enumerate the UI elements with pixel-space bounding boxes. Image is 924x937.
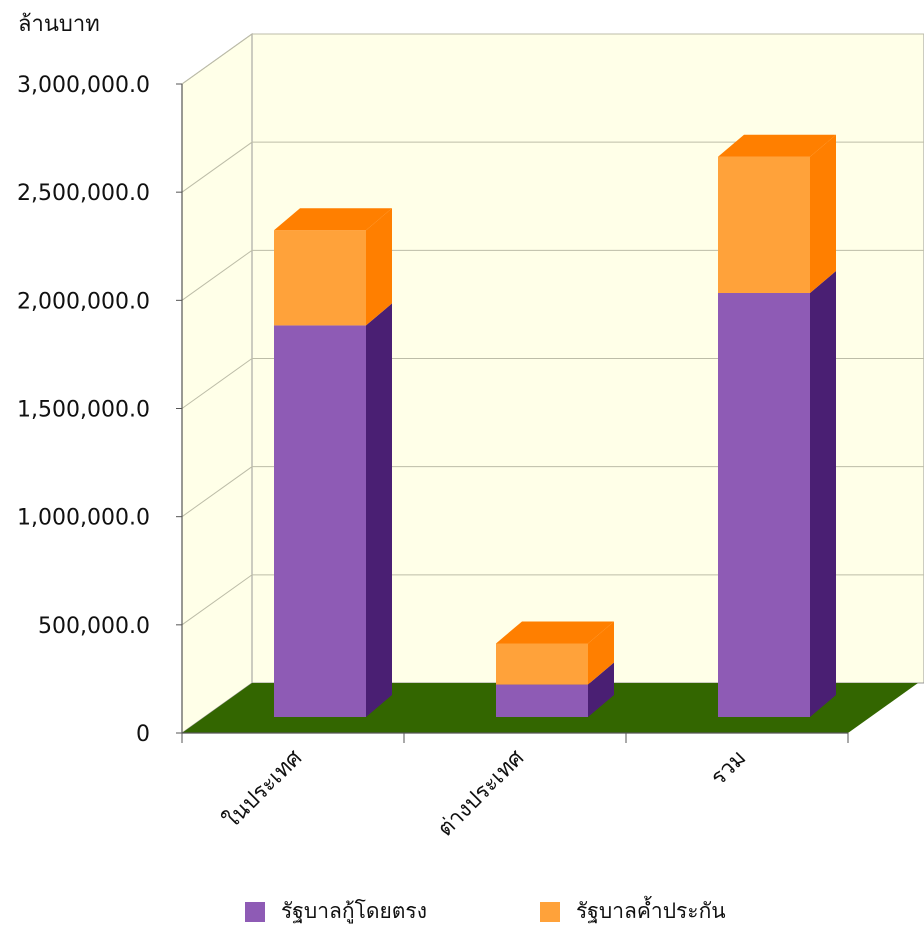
legend-item-direct: รัฐบาลกู้โดยตรง: [245, 895, 427, 928]
gridlines: [181, 33, 924, 626]
bar-segment: [718, 134, 836, 293]
bar-side: [366, 303, 392, 717]
y-tick-label: 2,500,000.0: [17, 181, 150, 206]
bar-side: [588, 621, 614, 685]
y-tick-label: 500,000.0: [38, 614, 150, 639]
bar-segment: [274, 303, 392, 717]
legend-label-guaranteed: รัฐบาลค้ำประกัน: [576, 899, 726, 923]
bar-side: [810, 134, 836, 293]
bar-front: [274, 325, 366, 717]
bar-side: [588, 662, 614, 717]
bar-top: [718, 134, 836, 157]
gridline: [181, 574, 924, 626]
x-tick-labels: ในประเทศ ต่างประเทศ รวม: [219, 745, 752, 842]
bar-front: [718, 156, 810, 293]
y-tick-label: 1,000,000.0: [17, 506, 150, 531]
y-tick-label: 0: [136, 722, 150, 747]
gridline: [181, 141, 924, 193]
bar-side: [810, 270, 836, 717]
bar-top: [274, 208, 392, 231]
legend-item-guaranteed: รัฐบาลค้ำประกัน: [540, 895, 726, 928]
y-tick-label: 3,000,000.0: [17, 73, 150, 98]
y-tick-labels: 0 500,000.0 1,000,000.0 1,500,000.0 2,000,00…: [17, 73, 182, 747]
legend-swatch-direct: [245, 901, 265, 922]
bar-segment: [274, 208, 392, 326]
bar-side: [366, 208, 392, 326]
bar-front: [496, 684, 588, 717]
bar-segment: [496, 662, 614, 717]
bar-segment: [496, 621, 614, 685]
x-tick-label: ในประเทศ: [219, 745, 308, 834]
bar-segment: [718, 270, 836, 717]
x-tick-label: ต่างประเทศ: [433, 746, 529, 842]
x-tick-label: รวม: [706, 746, 751, 791]
unit-label: ล้านบาท: [18, 12, 100, 37]
gridline: [181, 33, 924, 85]
legend: รัฐบาลกู้โดยตรง รัฐบาลค้ำประกัน: [0, 895, 924, 935]
legend-swatch-guaranteed: [540, 901, 560, 922]
gridline: [181, 358, 924, 409]
bar-top: [496, 621, 614, 644]
gridline: [181, 249, 924, 301]
bar-front: [274, 230, 366, 326]
legend-label-direct: รัฐบาลกู้โดยตรง: [281, 899, 427, 923]
bar-front: [718, 292, 810, 717]
gridline: [181, 466, 924, 518]
bar-front: [496, 643, 588, 685]
bars: [274, 134, 836, 717]
y-tick-label: 1,500,000.0: [17, 398, 150, 423]
y-tick-label: 2,000,000.0: [17, 289, 150, 314]
